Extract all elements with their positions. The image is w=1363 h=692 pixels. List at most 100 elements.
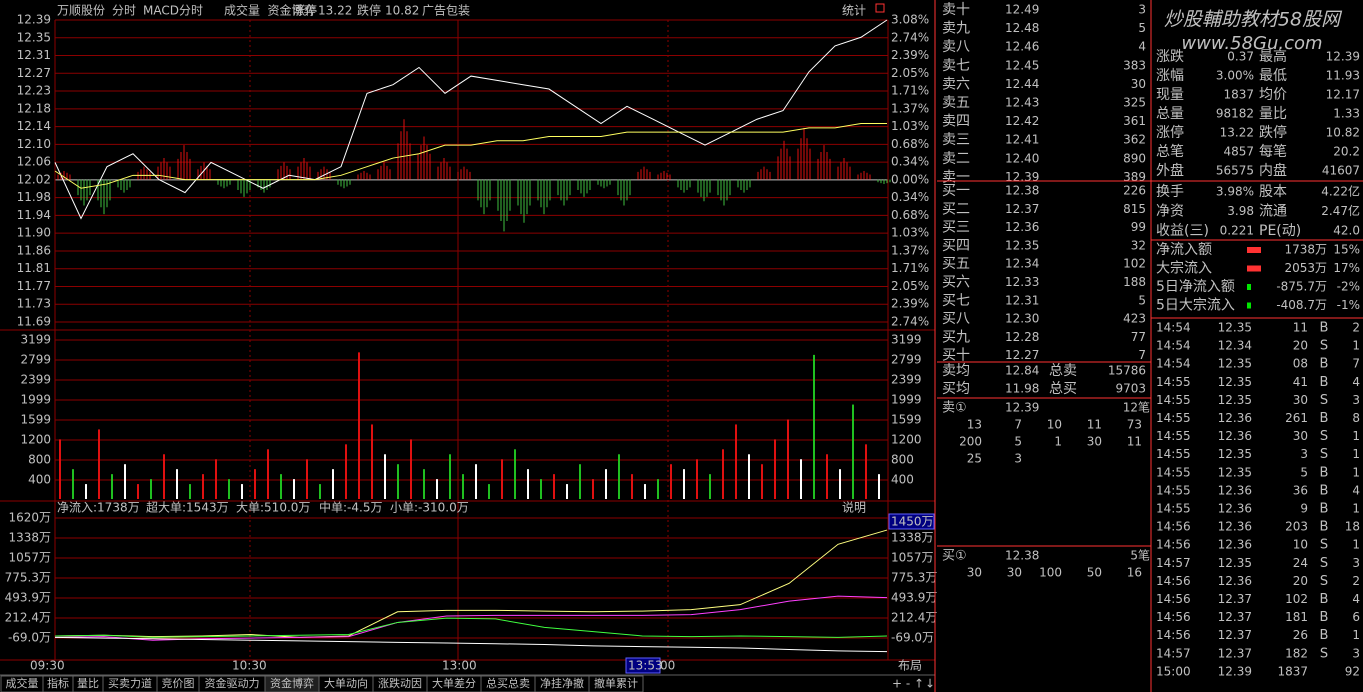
flow-value: 2053万 xyxy=(1284,261,1327,275)
summary-label: 卖均 xyxy=(942,363,970,379)
zoom-button[interactable]: ↑ xyxy=(914,677,924,691)
zoom-button[interactable]: + xyxy=(892,677,902,691)
tick-time: 14:55 xyxy=(1156,502,1191,516)
stat-value: 11.93 xyxy=(1326,69,1360,83)
header-tab[interactable]: 资金博弈 xyxy=(268,3,316,18)
tick-price: 12.36 xyxy=(1218,411,1252,425)
bottom-tab-bg[interactable] xyxy=(588,675,644,692)
queue-volume: 30 xyxy=(1087,435,1102,449)
stat-label: 量比 xyxy=(1259,106,1287,122)
y-tick-label: 800 xyxy=(28,453,51,467)
tick-count: 1 xyxy=(1352,628,1360,642)
stat-label: 换手 xyxy=(1156,183,1184,200)
y-tick-label: 12.06 xyxy=(17,155,51,169)
stat-value: 20.2 xyxy=(1333,145,1360,159)
bottom-tab[interactable]: 涨跌动因 xyxy=(378,676,422,690)
y-tick-label: 775.3万 xyxy=(5,571,51,585)
stat-label: 现量 xyxy=(1156,87,1184,103)
header-tab[interactable]: 分时 xyxy=(112,4,136,18)
fund-line xyxy=(54,636,888,653)
bottom-tab[interactable]: 净挂净撤 xyxy=(540,676,584,690)
legend-net: 净流入:1738万 xyxy=(57,501,140,515)
zoom-button[interactable]: - xyxy=(906,677,910,691)
stat-label: PE(动) xyxy=(1259,223,1301,239)
queue-volume: 30 xyxy=(1007,566,1022,580)
y-tick-label: 12.31 xyxy=(17,48,51,62)
tick-side: B xyxy=(1320,357,1329,372)
bottom-tab[interactable]: 量比 xyxy=(77,677,99,690)
buy-level: 买九 xyxy=(942,329,970,345)
tick-price: 12.37 xyxy=(1218,646,1252,660)
zoom-button[interactable]: ↓ xyxy=(925,677,935,691)
tick-count: 1 xyxy=(1352,502,1360,516)
ad-link[interactable]: 广告包装 xyxy=(422,4,470,18)
sell-price: 12.46 xyxy=(1005,40,1039,54)
bottom-tab[interactable]: 买卖力道 xyxy=(108,676,152,690)
watermark: www.58Gu.com xyxy=(1181,33,1322,54)
header-tab[interactable]: 成交量 xyxy=(224,3,260,18)
close-box[interactable] xyxy=(875,3,885,13)
stats-button[interactable]: 统计 xyxy=(842,4,866,18)
sell-level: 卖二 xyxy=(942,151,970,167)
tick-time: 14:55 xyxy=(1156,393,1191,407)
sell-volume: 5 xyxy=(1138,21,1146,35)
bottom-tab[interactable]: 资金驱动力 xyxy=(205,676,260,690)
tick-volume: 30 xyxy=(1293,393,1308,407)
layout-button[interactable]: 布局 xyxy=(898,659,922,673)
y2-tick-label: 0.00% xyxy=(891,172,929,186)
y2-tick-label: 775.3万 xyxy=(891,571,937,585)
buy-volume: 5 xyxy=(1138,293,1146,307)
tick-price: 12.35 xyxy=(1218,556,1252,570)
y-tick-label: 11.81 xyxy=(17,261,51,275)
bottom-tab[interactable]: 总买总卖 xyxy=(486,676,530,690)
header-tab[interactable]: MACD分时 xyxy=(143,4,203,18)
stat-label: 股本 xyxy=(1259,184,1287,200)
tick-volume: 203 xyxy=(1285,520,1308,534)
bottom-tab[interactable]: 资金博弈 xyxy=(270,676,314,690)
tick-side: S xyxy=(1320,429,1328,444)
bottom-tab[interactable]: 大单差分 xyxy=(432,676,476,690)
stat-value: 42.0 xyxy=(1333,224,1360,238)
y2-tick-label: 2399 xyxy=(891,373,922,387)
summary-value: 15786 xyxy=(1108,364,1146,378)
sell-volume: 890 xyxy=(1123,151,1146,165)
bottom-tab[interactable]: 竞价图 xyxy=(162,676,195,690)
sell-volume: 325 xyxy=(1123,96,1146,110)
tick-time: 14:55 xyxy=(1156,375,1191,389)
tick-side: S xyxy=(1320,538,1328,553)
y2-tick-label: 1338万 xyxy=(891,531,934,545)
queue-volume: 3 xyxy=(1014,452,1022,466)
stat-label: 总量 xyxy=(1156,106,1184,122)
bottom-tab[interactable]: 成交量 xyxy=(6,676,39,690)
y-tick-label: 11.98 xyxy=(17,190,51,204)
current-value: 1450万 xyxy=(891,515,934,529)
legend-super: 超大单:1543万 xyxy=(146,500,229,515)
bottom-tab[interactable]: 大单动向 xyxy=(324,676,368,690)
buy-price: 12.36 xyxy=(1005,220,1039,234)
bottom-tab[interactable]: 指标 xyxy=(47,676,69,690)
tick-price: 12.36 xyxy=(1218,483,1252,497)
y-tick-label: 12.14 xyxy=(17,119,51,133)
explain-button[interactable]: 说明 xyxy=(842,500,866,515)
tick-side: B xyxy=(1320,610,1329,625)
flow-percent: -1% xyxy=(1337,298,1360,312)
flow-value: 1738万 xyxy=(1284,243,1327,257)
bottom-tab[interactable]: 撤单累计 xyxy=(594,676,638,690)
price-line xyxy=(54,19,888,220)
buy-volume: 226 xyxy=(1123,184,1146,198)
y-tick-label: 11.69 xyxy=(17,315,51,329)
fund-line xyxy=(54,529,888,638)
sell-price: 12.41 xyxy=(1005,133,1039,147)
queue-label: 卖① xyxy=(942,401,967,416)
y2-tick-label: 2.05% xyxy=(891,66,929,80)
buy-price: 12.31 xyxy=(1005,293,1039,307)
tick-count: 1 xyxy=(1352,339,1360,353)
y-tick-label: 11.77 xyxy=(17,279,51,293)
tick-time: 14:55 xyxy=(1156,411,1191,425)
y2-tick-label: 1.71% xyxy=(891,261,929,275)
sell-level: 卖七 xyxy=(942,58,970,74)
tick-side: B xyxy=(1320,483,1329,498)
tick-count: 2 xyxy=(1352,321,1360,335)
stat-label: 总笔 xyxy=(1156,144,1184,160)
y-tick-label: 212.4万 xyxy=(5,611,51,625)
